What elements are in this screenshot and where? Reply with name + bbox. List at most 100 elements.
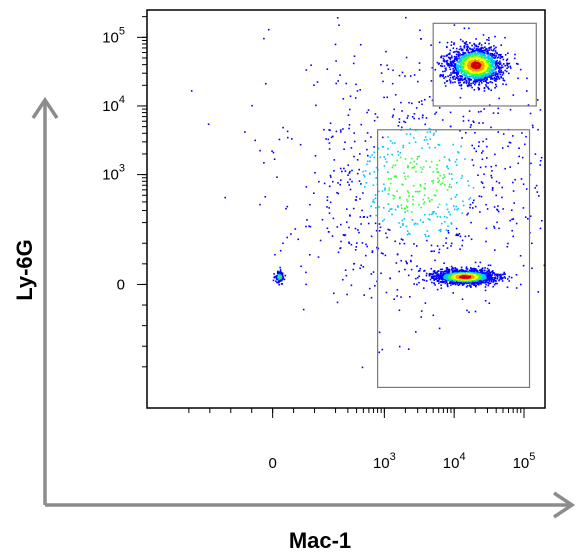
event-dot xyxy=(449,57,452,59)
event-dot xyxy=(459,65,462,68)
event-dot xyxy=(477,265,480,268)
event-dot xyxy=(465,79,467,82)
event-dot xyxy=(494,87,496,89)
event-dot xyxy=(280,283,283,285)
event-dot xyxy=(485,68,487,71)
event-dot xyxy=(476,76,478,79)
event-dot xyxy=(448,211,450,213)
event-dot xyxy=(405,133,408,135)
event-dot xyxy=(452,205,455,207)
event-dot xyxy=(522,207,525,209)
event-dot xyxy=(472,56,474,58)
event-dot xyxy=(485,85,488,88)
event-dot xyxy=(474,261,477,264)
event-dot xyxy=(450,284,452,286)
event-dot xyxy=(476,71,479,73)
event-dot xyxy=(356,172,359,175)
event-dot xyxy=(487,54,489,56)
event-dot xyxy=(454,267,457,270)
event-dot xyxy=(460,56,463,59)
event-dot xyxy=(412,166,415,169)
event-dot xyxy=(519,68,522,71)
event-dot xyxy=(419,267,421,270)
event-dot xyxy=(244,131,246,133)
event-dot xyxy=(393,108,395,111)
event-dot xyxy=(438,327,441,330)
event-dot xyxy=(469,55,471,58)
event-dot xyxy=(472,201,474,204)
event-dot xyxy=(445,269,448,271)
event-dot xyxy=(385,232,387,235)
event-dot xyxy=(428,96,431,98)
event-dot xyxy=(276,176,278,178)
event-dot xyxy=(471,63,474,66)
event-dot xyxy=(470,61,473,64)
event-dot xyxy=(463,47,466,49)
event-dot xyxy=(441,280,444,283)
event-dot xyxy=(374,194,377,196)
event-dot xyxy=(416,283,418,286)
event-dot xyxy=(502,277,504,279)
event-dot xyxy=(430,44,432,46)
event-dot xyxy=(392,164,395,167)
event-dot xyxy=(466,213,468,216)
event-dot xyxy=(482,73,485,76)
event-dot xyxy=(539,160,542,162)
event-dot xyxy=(418,101,420,103)
event-dot xyxy=(396,206,399,208)
event-dot xyxy=(491,63,493,65)
event-dot xyxy=(450,198,452,200)
event-dot xyxy=(447,75,449,78)
event-dot xyxy=(445,267,448,269)
event-dot xyxy=(391,213,393,216)
event-dot xyxy=(287,136,289,139)
event-dot xyxy=(339,74,341,76)
event-dot xyxy=(467,212,469,215)
event-dot xyxy=(399,226,402,228)
event-dot xyxy=(487,50,489,53)
event-dot xyxy=(355,83,357,86)
event-dot xyxy=(274,275,276,278)
event-dot xyxy=(488,104,491,106)
event-dot xyxy=(361,242,364,244)
event-dot xyxy=(484,269,486,272)
event-dot xyxy=(337,251,340,254)
event-dot xyxy=(495,78,497,81)
event-dot xyxy=(471,281,474,283)
event-dot xyxy=(470,82,472,85)
event-dot xyxy=(446,283,449,286)
event-dot xyxy=(394,94,397,96)
event-dot xyxy=(402,183,404,186)
event-dot xyxy=(428,213,431,216)
y-axis-title: Ly-6G xyxy=(12,239,37,301)
event-dot xyxy=(432,179,435,182)
event-dot xyxy=(499,71,502,73)
event-dot xyxy=(393,175,396,178)
event-dot xyxy=(478,122,480,124)
event-dot xyxy=(470,267,472,270)
event-dot xyxy=(502,83,504,85)
event-dot xyxy=(431,67,434,69)
gate-1[interactable] xyxy=(432,22,537,107)
event-dot xyxy=(446,247,449,249)
event-dot xyxy=(263,37,265,40)
event-dot xyxy=(451,280,454,282)
event-dot xyxy=(466,49,468,52)
event-dot xyxy=(348,172,351,174)
event-dot xyxy=(490,54,492,57)
event-dot xyxy=(400,259,402,262)
event-dot xyxy=(450,44,453,46)
event-dot xyxy=(486,60,488,63)
event-dot xyxy=(475,284,477,287)
event-dot xyxy=(506,64,508,66)
event-dot xyxy=(420,171,423,173)
event-dot xyxy=(459,53,461,55)
event-dot xyxy=(468,82,470,85)
event-dot xyxy=(432,273,434,276)
event-dot xyxy=(509,142,512,144)
event-dot xyxy=(470,124,472,126)
event-dot xyxy=(488,269,490,272)
gate-2[interactable] xyxy=(376,129,531,389)
event-dot xyxy=(424,233,426,236)
event-dot xyxy=(471,51,473,53)
